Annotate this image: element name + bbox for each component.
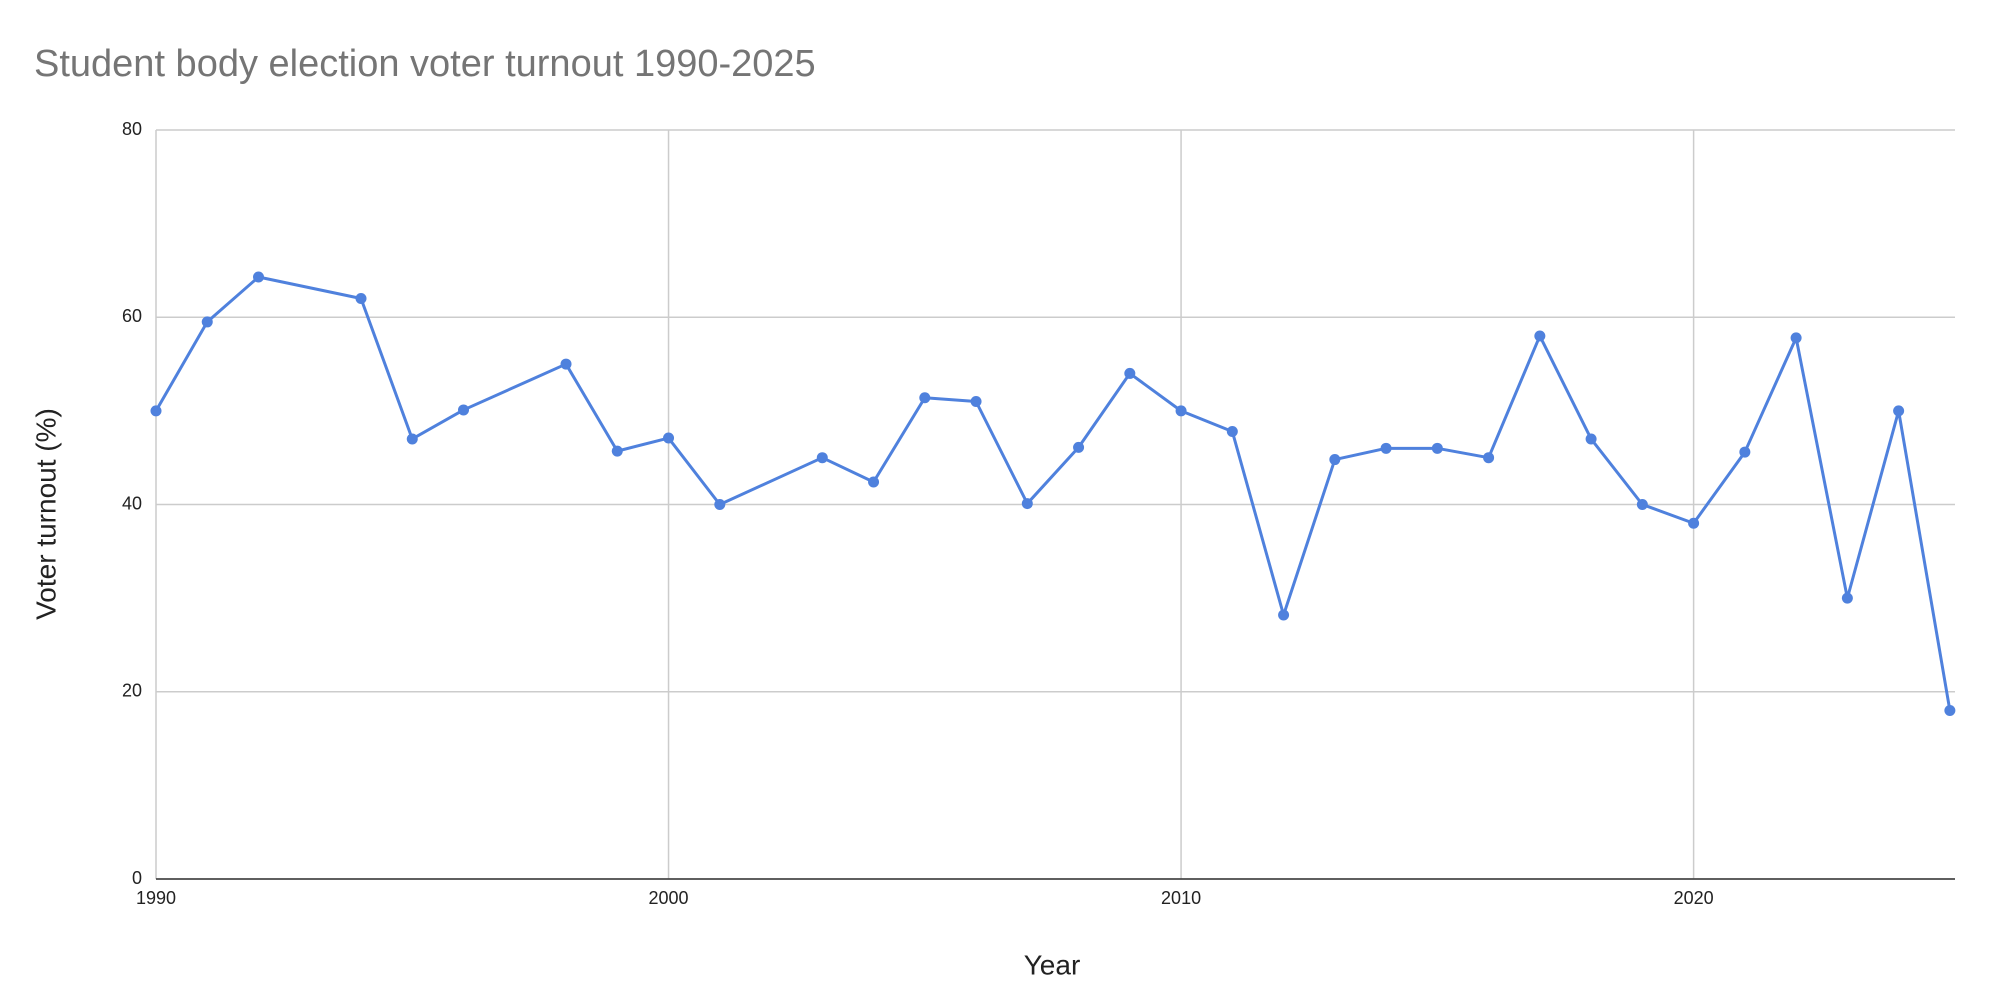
data-point <box>663 432 675 444</box>
data-point <box>1739 446 1751 458</box>
data-point <box>714 499 726 510</box>
data-point <box>1534 330 1546 342</box>
x-tick-label: 1990 <box>136 888 176 908</box>
data-point <box>1021 498 1033 510</box>
y-axis-label: Voter turnout (%) <box>30 408 61 620</box>
data-point <box>1329 454 1341 466</box>
y-tick-label: 40 <box>122 493 142 513</box>
x-tick-label: 2020 <box>1674 888 1714 908</box>
data-point <box>1636 499 1648 510</box>
data-point <box>201 316 213 328</box>
x-tick-label: 2000 <box>649 888 689 908</box>
y-tick-label: 0 <box>132 868 142 888</box>
data-point <box>1483 452 1495 464</box>
y-tick-label: 60 <box>122 306 142 326</box>
data-point <box>1278 609 1290 621</box>
data-point <box>1226 425 1238 437</box>
data-point <box>1073 441 1085 453</box>
data-point <box>1175 405 1187 417</box>
x-axis-label: Year <box>1024 949 1081 980</box>
data-point <box>1431 442 1443 454</box>
data-point <box>355 293 367 305</box>
data-point <box>611 445 623 457</box>
data-point <box>1124 367 1136 379</box>
data-point <box>1688 517 1700 529</box>
data-point <box>253 271 265 283</box>
data-point <box>868 476 880 488</box>
data-point <box>1380 442 1392 454</box>
data-point <box>1944 704 1956 716</box>
data-point <box>919 392 931 404</box>
data-point <box>406 433 418 445</box>
data-point <box>150 405 162 417</box>
data-point <box>1585 433 1597 445</box>
y-tick-label: 80 <box>122 119 142 139</box>
y-tick-label: 20 <box>122 681 142 701</box>
data-point <box>560 358 572 370</box>
data-point <box>458 404 470 416</box>
data-point <box>1893 405 1905 417</box>
x-tick-label: 2010 <box>1161 888 1201 908</box>
data-point <box>1841 592 1853 604</box>
chart-title: Student body election voter turnout 1990… <box>34 43 816 85</box>
data-point <box>970 396 982 408</box>
data-point <box>816 452 828 464</box>
data-point <box>1790 332 1802 344</box>
